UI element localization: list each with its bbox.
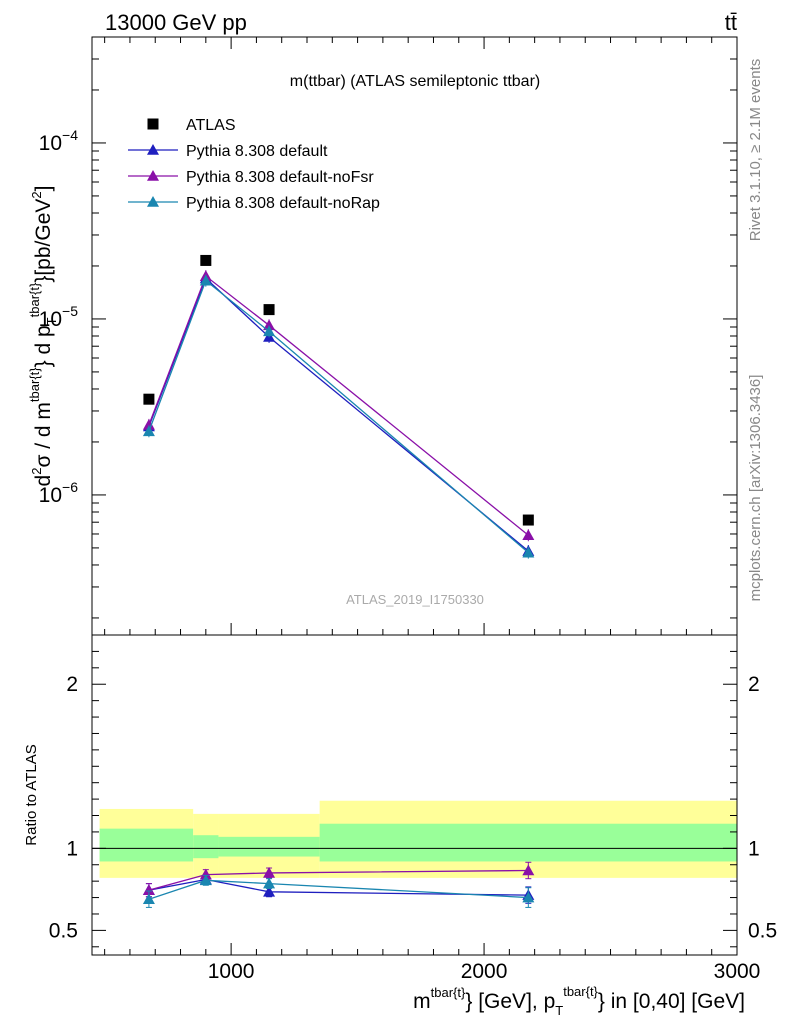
legend-marker xyxy=(147,170,159,181)
xlabel-m: m xyxy=(413,990,431,1013)
legend-marker xyxy=(147,118,159,130)
xlabel-sub: T xyxy=(555,1003,563,1018)
header-right: tt̄ xyxy=(725,10,737,35)
y-tick-base: 10 xyxy=(39,484,62,507)
x-ticks: 1000 2000 3000 xyxy=(104,37,761,983)
y-tick-exponent: −5 xyxy=(62,303,78,319)
main-ylabel: d2σ / d mtbar{t}} d pTtbar{t}}[pb/GeV2] xyxy=(27,186,59,487)
y-tick-exponent: −6 xyxy=(62,479,78,495)
ratio-line xyxy=(148,878,529,896)
y-tick-base: 10 xyxy=(39,308,62,331)
data-point-mc xyxy=(263,325,276,337)
ratio-point xyxy=(263,866,276,878)
main-y-ticks: 10−610−510−4 xyxy=(39,36,737,619)
rivet-label: Rivet 3.1.10, ≥ 2.1M events xyxy=(747,59,764,242)
data-point-mc xyxy=(263,319,276,331)
data-point-mc xyxy=(199,274,212,286)
legend-label: Pythia 8.308 default xyxy=(186,143,328,160)
mcplots-label: mcplots.cern.ch [arXiv:1306.3436] xyxy=(747,375,764,602)
series-line xyxy=(148,275,529,536)
series-line xyxy=(148,277,529,552)
ylabel-a-sup: 2 xyxy=(29,468,44,475)
xlabel-tail: } in [0,40] [GeV] xyxy=(598,990,745,1013)
data-point-atlas xyxy=(200,254,212,266)
x-axis-label: mtbar{t}} [GeV], pTtbar{t}} in [0,40] [G… xyxy=(413,984,745,1018)
legend: ATLAS Pythia 8.308 default Pythia 8.308 de… xyxy=(128,117,380,212)
ratio-bands xyxy=(99,800,737,878)
ratio-point xyxy=(522,864,535,876)
ratio-line xyxy=(148,869,529,891)
xlabel-mid: } [GeV], p xyxy=(465,990,555,1013)
ratio-point xyxy=(199,868,212,880)
main-panel: m(ttbar) (ATLAS semileptonic ttbar) ATLA… xyxy=(27,36,738,636)
ratio-tick-label-left: 1 xyxy=(66,837,78,860)
ratio-panel: 0.5 0.5 1 1 2 2 Ratio to ATLAS xyxy=(23,634,777,956)
ratio-point xyxy=(142,893,155,905)
uncertainty-band-inner xyxy=(218,836,320,857)
ylabel-c-sup: tbar{t} xyxy=(27,282,42,317)
ratio-series xyxy=(142,861,535,908)
ratio-tick-label-left: 0.5 xyxy=(49,919,78,942)
ylabel-b: σ / d m xyxy=(32,402,55,467)
x-tick-label: 2000 xyxy=(461,960,508,983)
data-point-atlas xyxy=(522,514,534,526)
ratio-point xyxy=(263,877,276,889)
uncertainty-band-inner xyxy=(99,828,194,862)
header-left: 13000 GeV pp xyxy=(105,10,247,35)
main-series xyxy=(142,254,535,559)
data-point-atlas xyxy=(143,393,155,405)
ylabel-b-sup: tbar{t} xyxy=(27,367,42,402)
ylabel-a: d xyxy=(32,475,55,487)
ratio-point xyxy=(142,884,155,895)
data-point-mc xyxy=(142,418,155,430)
legend-label: ATLAS xyxy=(186,117,236,134)
ratio-point xyxy=(263,885,276,897)
ylabel-d: }[pb/GeV xyxy=(32,199,55,283)
uncertainty-band-inner xyxy=(319,823,737,862)
ratio-line xyxy=(148,879,529,900)
ylabel-d-sup: 2 xyxy=(29,191,44,198)
legend-marker xyxy=(147,196,159,207)
uncertainty-band-inner xyxy=(193,835,219,859)
ylabel-c: } d p xyxy=(32,325,55,367)
watermark: ATLAS_2019_I1750330 xyxy=(346,592,484,607)
legend-label: Pythia 8.308 default-noFsr xyxy=(186,169,374,186)
data-point-mc xyxy=(522,529,535,541)
y-tick-label: 10−5 xyxy=(39,303,79,331)
y-tick-label: 10−6 xyxy=(39,479,79,507)
ratio-point xyxy=(522,891,535,903)
ratio-tick-label-right: 1 xyxy=(748,837,760,860)
ratio-y-ticks: 0.5 0.5 1 1 2 2 xyxy=(49,650,777,948)
ratio-point xyxy=(199,874,212,886)
xlabel-sup: tbar{t} xyxy=(431,985,466,1000)
y-tick-label: 10−4 xyxy=(39,127,79,155)
ylabel-e: ] xyxy=(32,186,55,192)
series-line xyxy=(148,279,529,554)
data-point-mc xyxy=(142,425,155,437)
ratio-tick-label-right: 0.5 xyxy=(748,919,777,942)
ratio-frame xyxy=(91,634,738,956)
ratio-tick-label-right: 2 xyxy=(748,673,760,696)
y-tick-base: 10 xyxy=(39,132,62,155)
legend-marker xyxy=(147,144,159,155)
ratio-ylabel: Ratio to ATLAS xyxy=(23,744,40,845)
legend-label: Pythia 8.308 default-noRap xyxy=(186,195,380,212)
x-tick-label: 3000 xyxy=(714,960,761,983)
chart-title: m(ttbar) (ATLAS semileptonic ttbar) xyxy=(290,73,540,90)
x-tick-label: 1000 xyxy=(208,960,255,983)
xlabel-sup2: tbar{t} xyxy=(563,984,598,999)
data-point-mc xyxy=(522,546,535,558)
ylabel-c-sub: T xyxy=(44,317,59,325)
ratio-tick-label-left: 2 xyxy=(66,673,78,696)
data-point-atlas xyxy=(263,304,275,316)
y-tick-exponent: −4 xyxy=(62,127,78,143)
